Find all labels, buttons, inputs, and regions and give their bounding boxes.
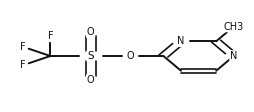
Text: F: F xyxy=(20,42,26,52)
Text: CH3: CH3 xyxy=(224,22,244,31)
Text: F: F xyxy=(20,60,26,70)
Text: CH3: CH3 xyxy=(224,22,244,31)
Text: O: O xyxy=(87,75,94,85)
Text: F: F xyxy=(20,42,26,52)
Text: O: O xyxy=(127,51,135,61)
Text: O: O xyxy=(87,27,94,37)
Text: O: O xyxy=(127,51,135,61)
Text: O: O xyxy=(87,27,94,37)
Text: N: N xyxy=(230,51,237,61)
Text: F: F xyxy=(20,60,26,70)
Text: N: N xyxy=(177,36,185,46)
Text: N: N xyxy=(177,36,185,46)
Text: F: F xyxy=(47,31,53,41)
Text: F: F xyxy=(47,31,53,41)
Text: N: N xyxy=(230,51,237,61)
Text: S: S xyxy=(87,51,94,61)
Text: O: O xyxy=(87,75,94,85)
Text: S: S xyxy=(87,51,94,61)
